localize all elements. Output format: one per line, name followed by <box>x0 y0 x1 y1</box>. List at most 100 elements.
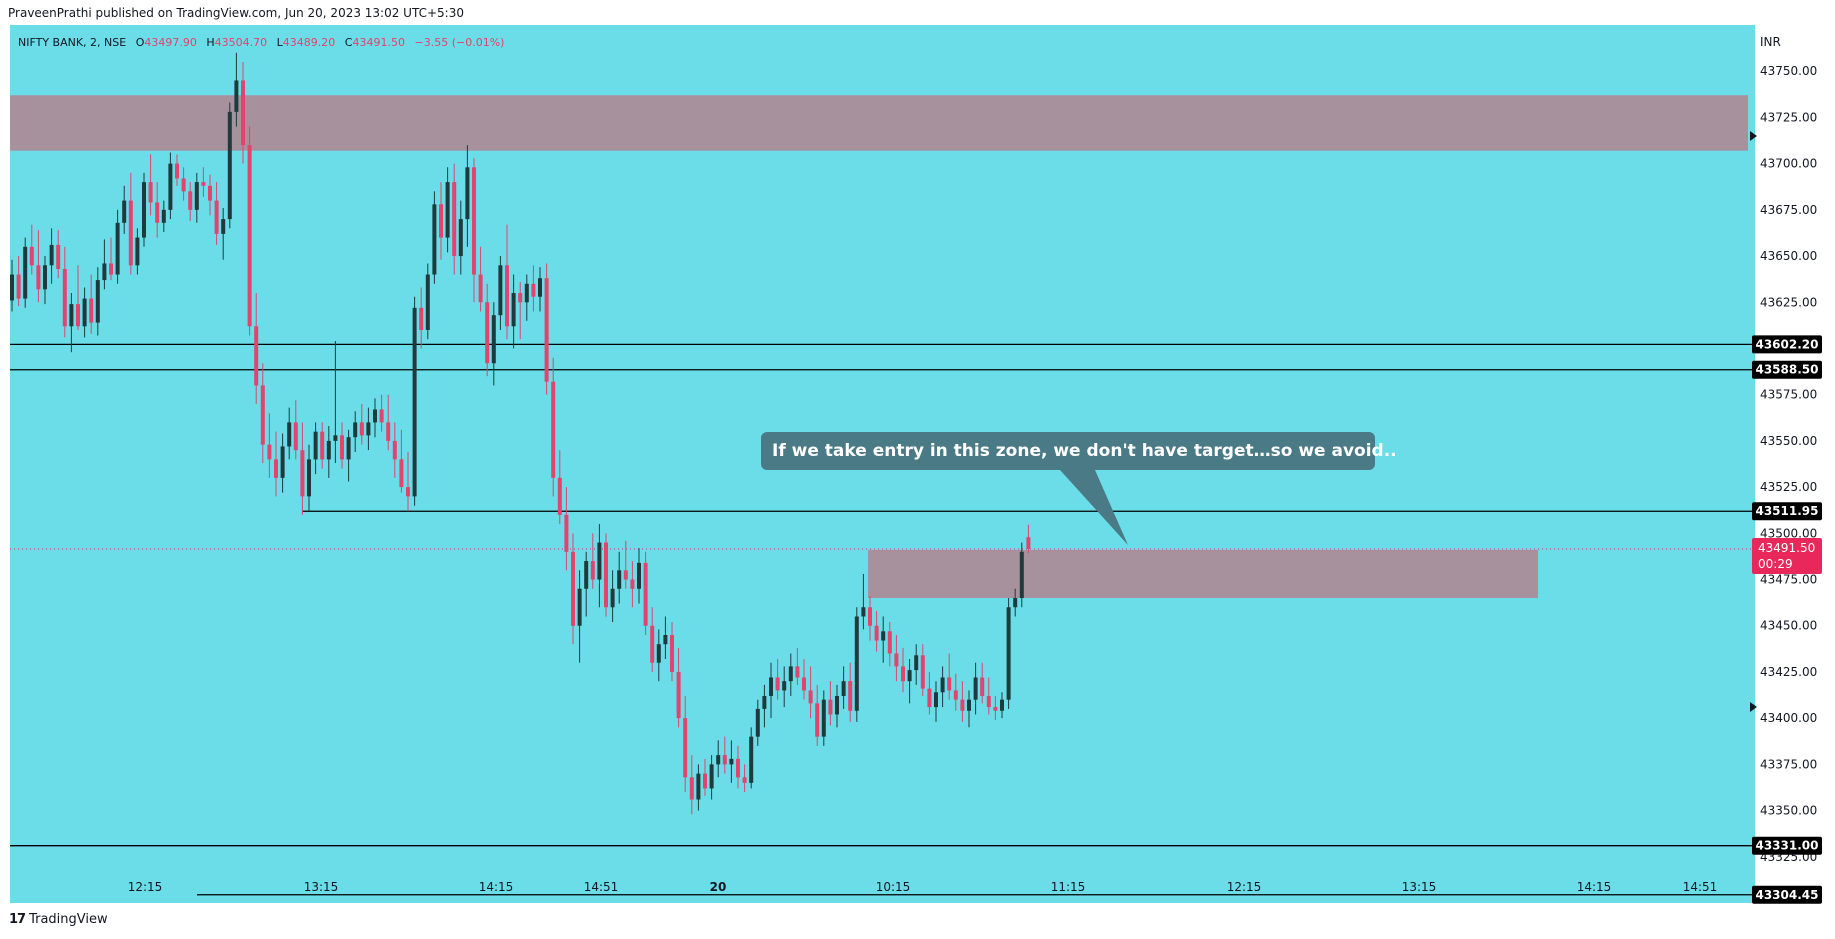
annotation-callout[interactable]: If we take entry in this zone, we don't … <box>761 432 1397 545</box>
candle-body <box>227 111 232 220</box>
candle-body <box>274 459 278 478</box>
candle-body <box>439 204 443 238</box>
x-tick-label: 13:15 <box>1402 880 1437 894</box>
candle <box>887 622 892 667</box>
candle-body <box>518 293 523 303</box>
scroll-marker-icon[interactable] <box>1750 131 1757 141</box>
candle <box>835 684 839 728</box>
legend-change: −3.55 (−0.01%) <box>414 36 504 49</box>
candle <box>802 659 806 700</box>
candle-body <box>419 307 424 330</box>
candle <box>1026 524 1031 554</box>
candle-body <box>953 690 958 700</box>
callout-box <box>761 432 1375 470</box>
legend-low: 43489.20 <box>283 36 336 49</box>
candle <box>432 191 437 284</box>
candle <box>23 237 28 308</box>
y-tick-label: 43475.00 <box>1760 573 1817 587</box>
last-price-tag: 43491.50 00:29 <box>1752 538 1822 575</box>
candle-body <box>333 435 338 441</box>
candle <box>267 413 272 478</box>
price-axis[interactable]: 43750.00 43725.00 43700.00 43675.00 43650.00… <box>1760 64 1817 864</box>
candle <box>762 684 767 728</box>
last-price-countdown: 00:29 <box>1758 557 1793 571</box>
legend-close: 43491.50 <box>352 36 405 49</box>
level-tag-background <box>1752 885 1822 904</box>
legend: NIFTY BANK, 2, NSE O43497.90 H43504.70 L… <box>18 36 504 49</box>
candle <box>538 267 542 312</box>
candle-body <box>293 422 298 451</box>
candle-body <box>960 699 965 711</box>
candle <box>1013 588 1018 617</box>
candle <box>274 431 278 497</box>
candle <box>821 690 826 746</box>
candle <box>947 653 952 700</box>
candle <box>208 174 212 216</box>
candle <box>775 659 780 700</box>
candle-body <box>307 459 311 497</box>
candle <box>993 695 998 721</box>
candle-body <box>386 422 391 441</box>
candle-body <box>1000 699 1004 711</box>
tradingview-footer[interactable]: 17 TradingView <box>9 912 108 927</box>
candle <box>326 426 331 478</box>
candle <box>986 677 991 715</box>
scroll-marker-icon[interactable] <box>1750 702 1757 712</box>
time-axis[interactable]: 12:15 13:15 14:15 14:51 20 10:15 11:15 12:15 13:… <box>128 880 1718 894</box>
candle-body <box>835 695 839 715</box>
candle-body <box>122 200 127 223</box>
candle <box>241 61 245 164</box>
y-tick-label: 43375.00 <box>1760 757 1817 771</box>
candle <box>901 647 905 693</box>
candle <box>696 764 701 811</box>
candle <box>478 246 483 312</box>
level-tag-text: 43511.95 <box>1755 504 1818 518</box>
candle <box>293 400 298 460</box>
candle-body <box>749 736 754 783</box>
candle-body <box>927 688 932 708</box>
candle-body <box>353 422 358 438</box>
price-chart[interactable]: If we take entry in this zone, we don't … <box>0 0 1835 910</box>
currency-label: INR <box>1760 35 1781 49</box>
candle <box>175 154 179 186</box>
candle <box>181 167 186 201</box>
candle <box>188 182 193 221</box>
x-tick-label: 10:15 <box>876 880 911 894</box>
candle-body <box>320 431 325 460</box>
candle <box>749 727 754 789</box>
candle-body <box>676 671 681 719</box>
candle <box>280 433 285 493</box>
candle <box>425 263 430 340</box>
candle-body <box>934 692 938 708</box>
candle-body <box>1019 551 1024 599</box>
candle-body <box>267 444 272 460</box>
candle-body <box>373 409 377 423</box>
candle-body <box>201 182 206 186</box>
candle <box>729 740 734 783</box>
candle-body <box>43 265 47 290</box>
price-zone[interactable] <box>868 549 1538 599</box>
y-tick-label: 43750.00 <box>1760 64 1817 78</box>
svg-text:NIFTY BANK, 2, NSE O4349: NIFTY BANK, 2, NSE O43497.90 H43504.70 L… <box>18 36 504 49</box>
price-zone[interactable] <box>10 95 1748 151</box>
candle-body <box>894 653 899 667</box>
candle-body <box>478 274 483 303</box>
candle-body <box>881 631 886 641</box>
candle <box>148 154 153 216</box>
candle <box>557 450 562 525</box>
candle-body <box>788 666 793 682</box>
candle <box>214 182 219 245</box>
candle-body <box>208 185 212 201</box>
candle <box>934 681 938 722</box>
candle-body <box>29 246 34 266</box>
candle <box>920 644 925 696</box>
candle <box>300 422 305 515</box>
candle-body <box>808 690 813 704</box>
x-tick-label: 11:15 <box>1051 880 1086 894</box>
candle <box>623 540 628 589</box>
candle <box>82 287 87 338</box>
candle <box>663 616 668 660</box>
candle <box>795 647 800 685</box>
candle-body <box>89 298 94 323</box>
candle-body <box>637 562 641 589</box>
